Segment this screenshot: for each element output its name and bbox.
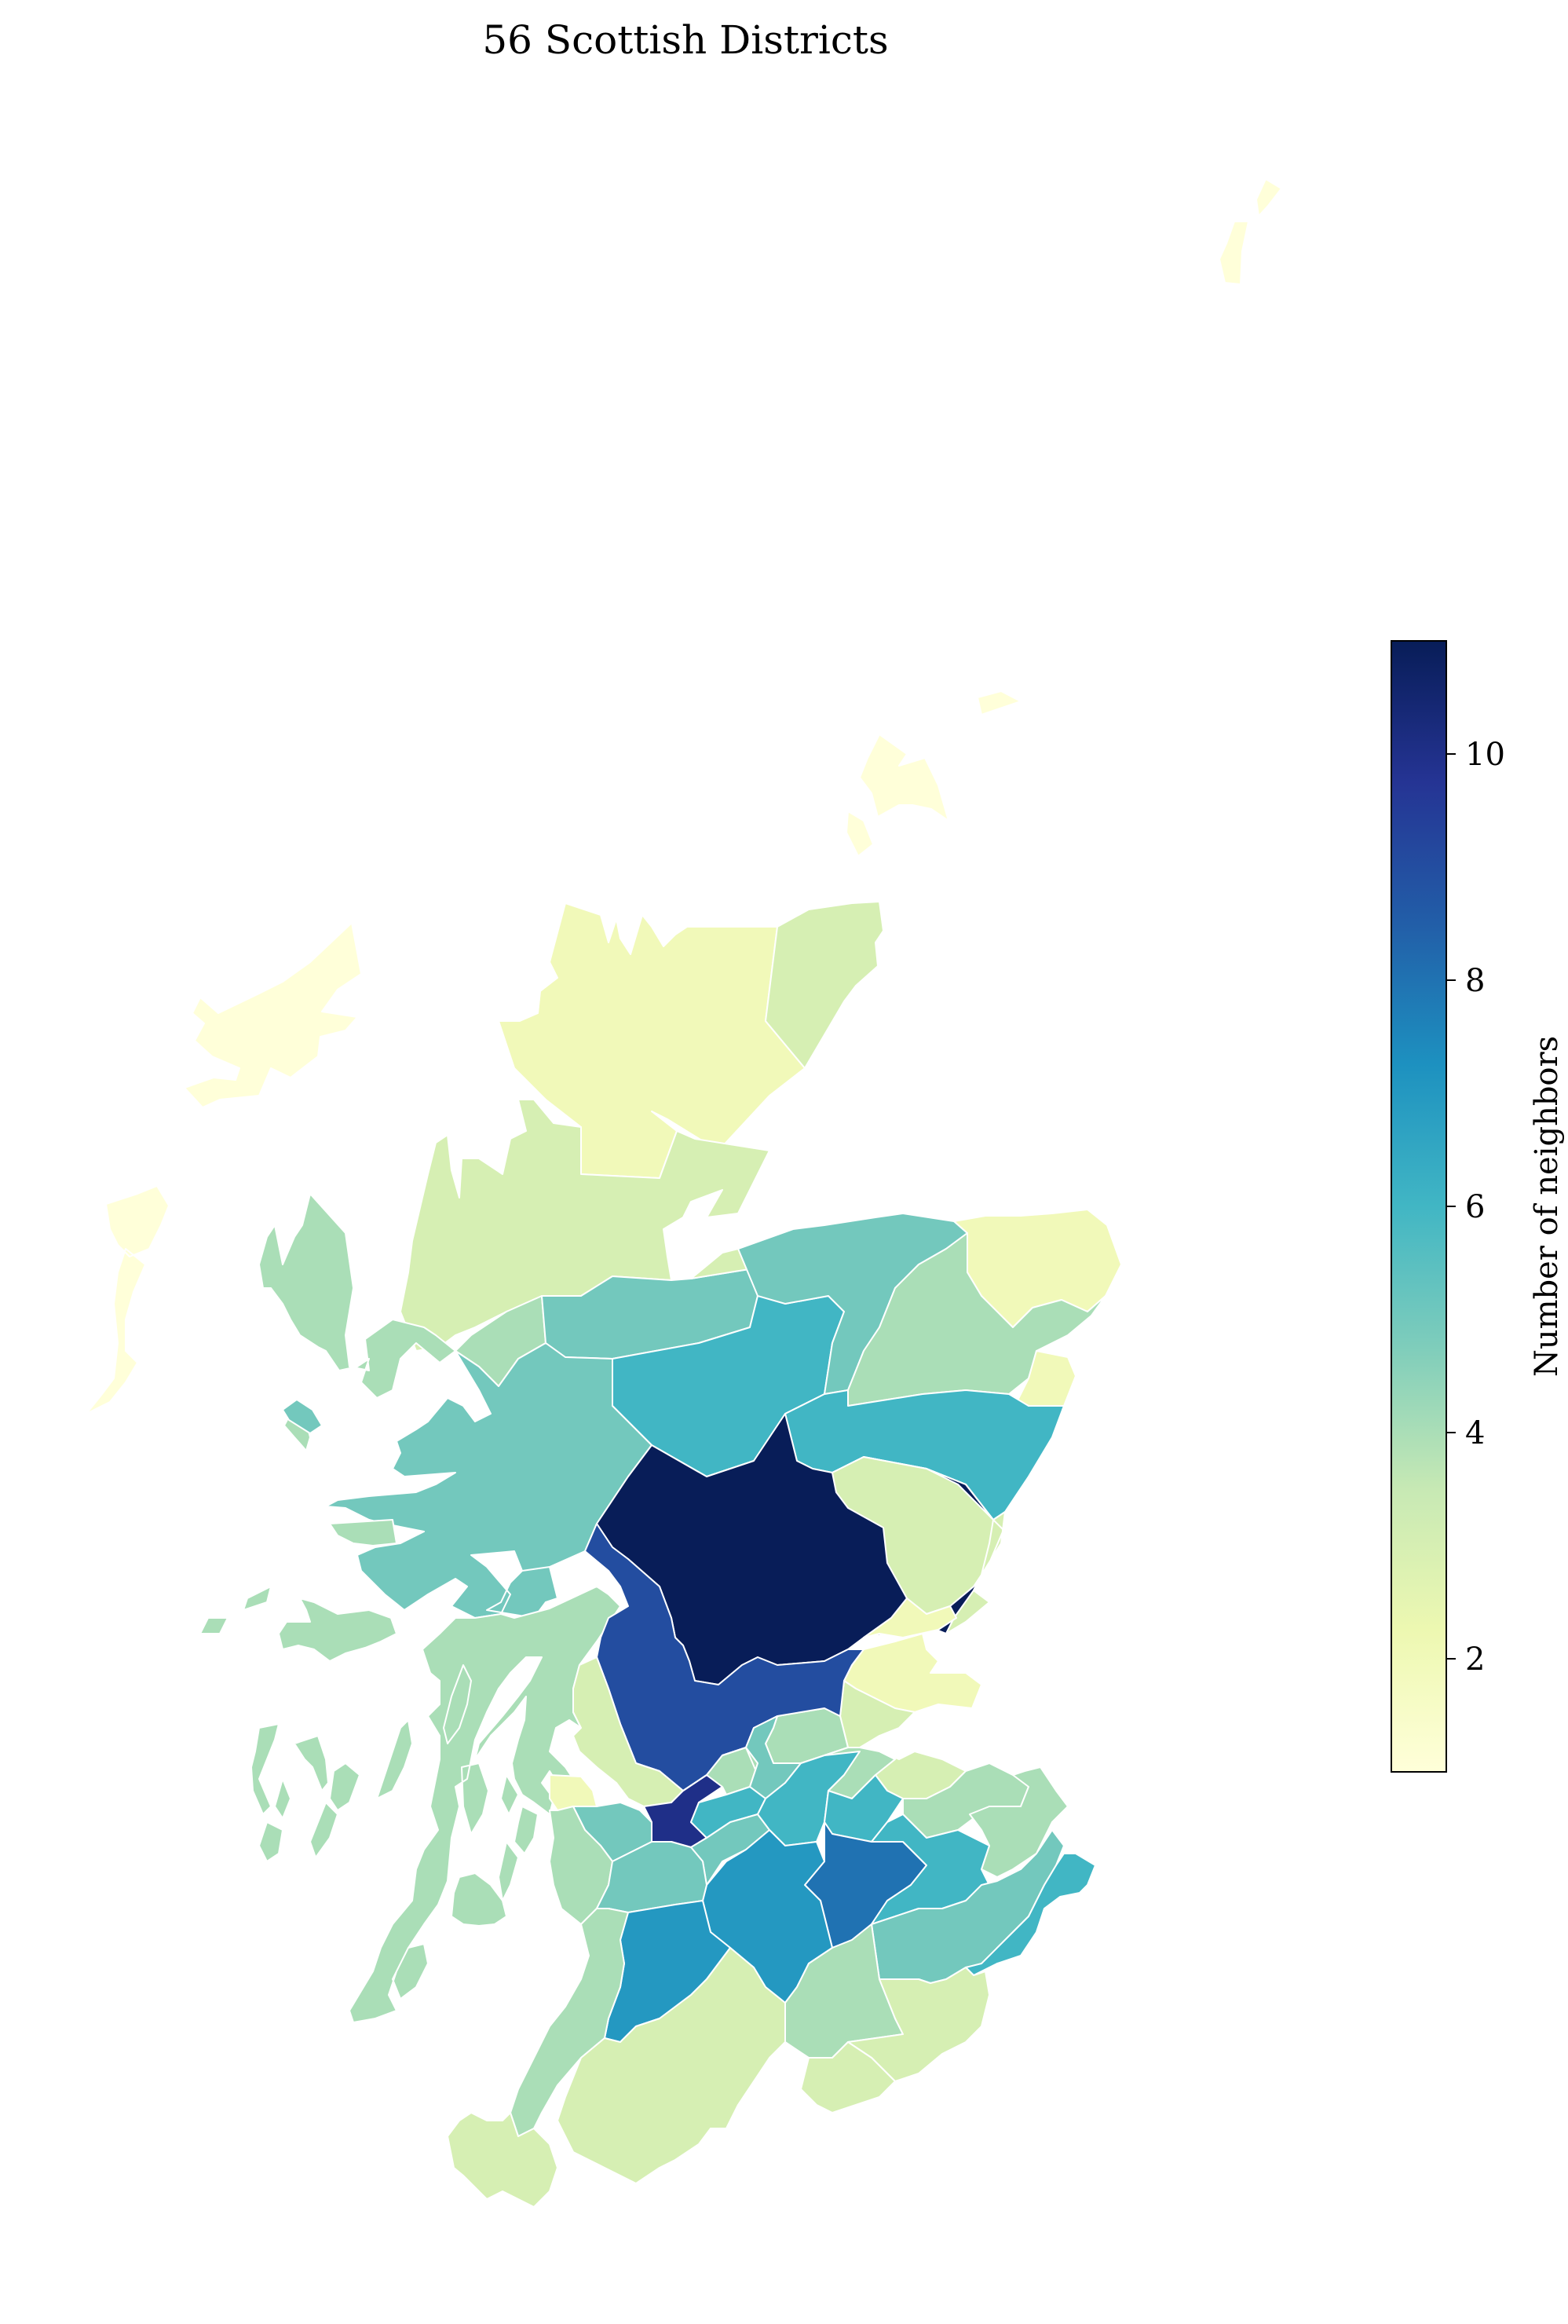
colorbar-tick-label-10: 10 bbox=[1465, 737, 1505, 773]
colorbar-gradient bbox=[1391, 640, 1447, 1773]
district-wigtown[interactable] bbox=[447, 2112, 558, 2208]
scotland-map bbox=[86, 178, 1282, 2208]
district-stirling[interactable] bbox=[584, 1523, 864, 1791]
district-inverclyde[interactable] bbox=[549, 1774, 598, 1811]
colorbar-ticks: 2 4 6 8 10 bbox=[1446, 737, 1505, 1678]
colorbar-tick-label-6: 6 bbox=[1465, 1189, 1485, 1225]
district-ross-cromarty[interactable] bbox=[400, 1099, 770, 1352]
district-argyll-bute[interactable] bbox=[199, 1519, 621, 2023]
district-dumfries-south[interactable] bbox=[800, 2041, 896, 2114]
colorbar-tick-label-4: 4 bbox=[1465, 1415, 1485, 1451]
colorbar: 2 4 6 8 10 Number of neighbors bbox=[1391, 640, 1565, 1773]
colorbar-tick-label-8: 8 bbox=[1465, 963, 1485, 999]
district-shetland[interactable] bbox=[1219, 178, 1282, 285]
colorbar-tick-label-2: 2 bbox=[1465, 1641, 1485, 1678]
district-caithness[interactable] bbox=[765, 901, 884, 1069]
district-small-isles[interactable] bbox=[282, 1399, 323, 1434]
district-angus[interactable] bbox=[832, 1456, 1006, 1634]
district-western-isles[interactable] bbox=[86, 922, 362, 1415]
district-stewartry[interactable] bbox=[557, 1947, 786, 2184]
district-berwick-coast[interactable] bbox=[969, 1766, 1069, 1878]
colorbar-label: Number of neighbors bbox=[1529, 1036, 1565, 1377]
district-kyle-carrick[interactable] bbox=[510, 1908, 629, 2137]
chart-title: 56 Scottish Districts bbox=[482, 17, 888, 63]
district-roxburgh-east[interactable] bbox=[965, 1853, 1096, 1976]
district-dumbarton[interactable] bbox=[572, 1656, 684, 1807]
district-orkney[interactable] bbox=[846, 690, 1022, 857]
